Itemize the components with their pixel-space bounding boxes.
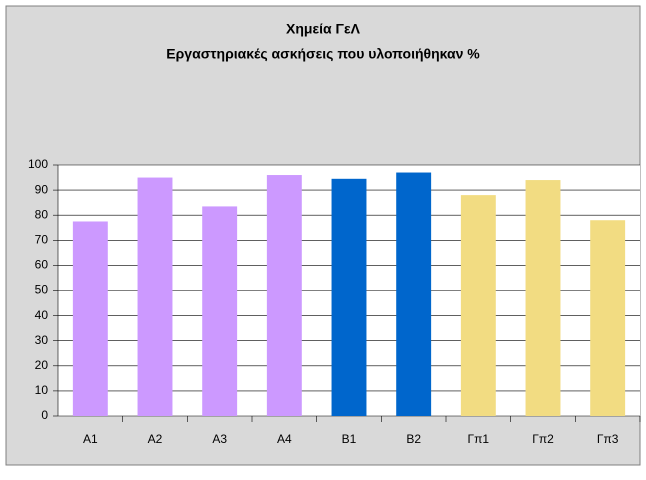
x-tick-label: Γπ2 xyxy=(532,432,554,446)
bar xyxy=(72,221,108,416)
y-tick-label: 30 xyxy=(35,333,49,347)
x-tick-label: Γπ1 xyxy=(468,432,490,446)
y-tick-label: 20 xyxy=(35,358,49,372)
x-tick-label: A2 xyxy=(148,432,163,446)
x-tick-label: B1 xyxy=(342,432,357,446)
x-tick-label: Γπ3 xyxy=(597,432,619,446)
bar xyxy=(460,195,496,416)
y-tick-label: 100 xyxy=(28,157,48,171)
y-tick-label: 80 xyxy=(35,207,49,221)
chart-subtitle: Εργαστηριακές ασκήσεις που υλοποιήθηκαν … xyxy=(166,46,480,62)
bar xyxy=(525,180,561,416)
bar xyxy=(590,220,626,416)
x-tick-label: B2 xyxy=(406,432,421,446)
y-tick-label: 10 xyxy=(35,383,49,397)
y-tick-label: 70 xyxy=(35,232,49,246)
x-tick-label: A1 xyxy=(83,432,98,446)
bar xyxy=(396,172,432,416)
bar xyxy=(137,177,173,416)
x-tick-label: A3 xyxy=(212,432,227,446)
bar xyxy=(202,206,238,416)
y-tick-label: 90 xyxy=(35,182,49,196)
y-tick-label: 0 xyxy=(41,408,48,422)
y-tick-label: 60 xyxy=(35,258,49,272)
bar xyxy=(266,175,302,416)
y-tick-label: 50 xyxy=(35,283,49,297)
chart-title: Χημεία ΓεΛ xyxy=(286,21,361,37)
y-tick-label: 40 xyxy=(35,308,49,322)
x-tick-label: A4 xyxy=(277,432,292,446)
bar xyxy=(331,178,367,416)
